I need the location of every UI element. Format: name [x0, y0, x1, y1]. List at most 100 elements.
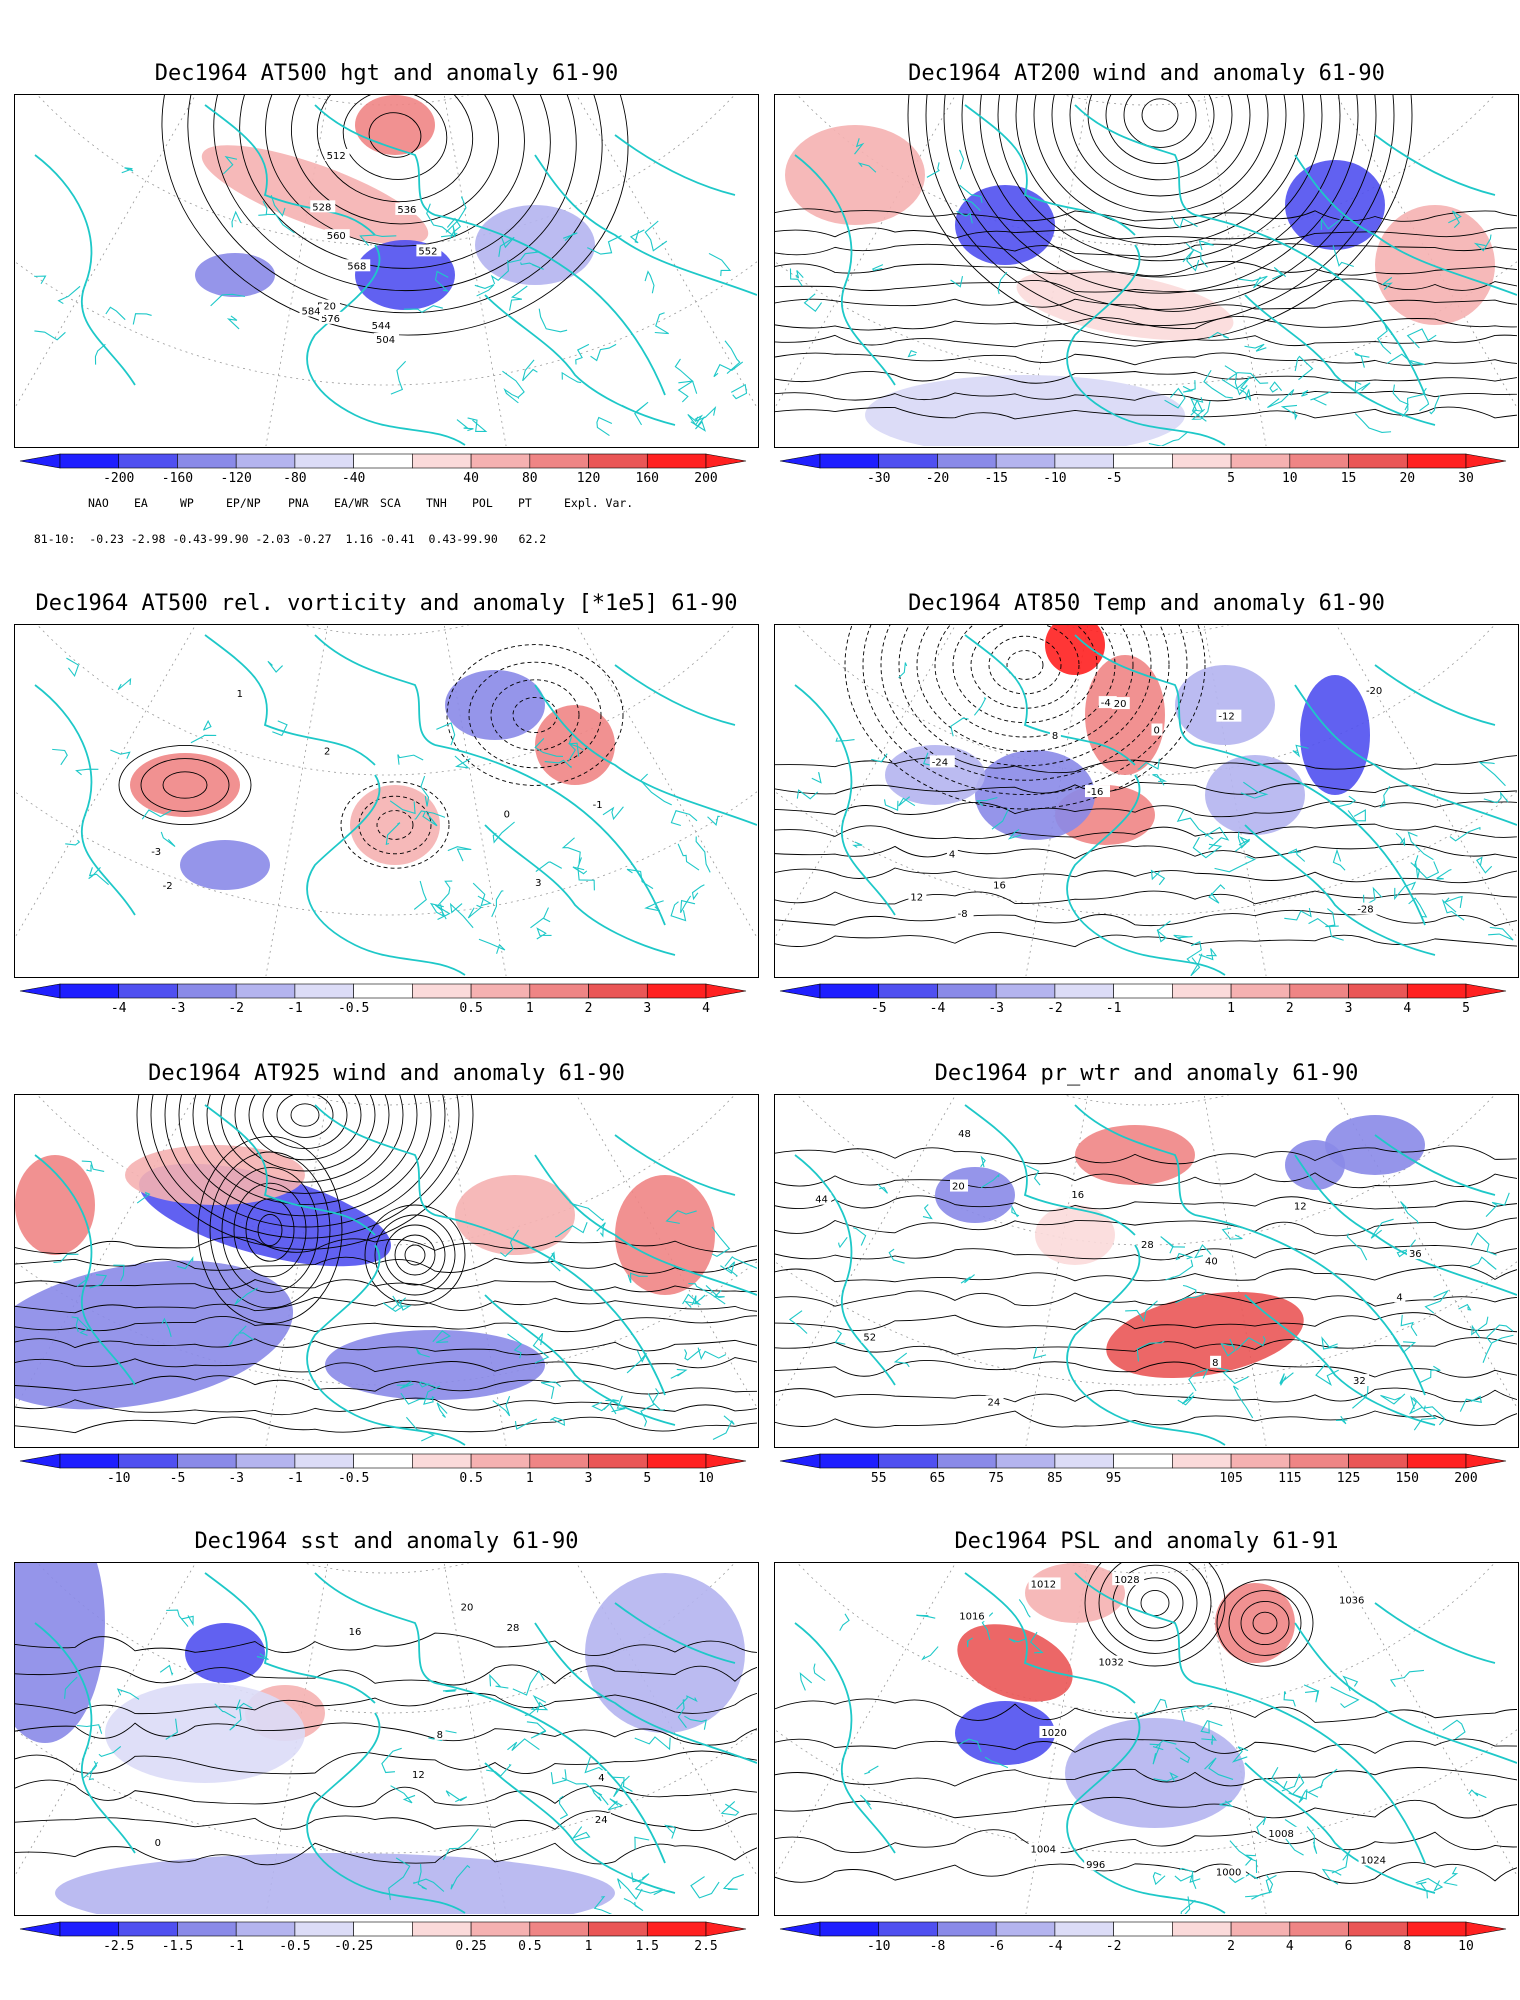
colorbar-tick-label: 4	[1403, 1001, 1411, 1016]
country-border	[1347, 809, 1366, 822]
contour-line	[384, 1224, 446, 1286]
map-psl: 996 1000 1004 1008 1012 1016 1020 1024 1028 1032 1…	[774, 1562, 1519, 1916]
contour-line	[775, 298, 1517, 312]
colorbar-wind200: -30 -20 -15 -10 -5 5 10 15 20 30	[779, 453, 1507, 486]
colorbar-segment	[235, 453, 296, 469]
latitude-gridline	[775, 791, 1517, 916]
anomaly-shading	[1300, 675, 1370, 795]
colorbar-arrow-high	[705, 1453, 747, 1469]
country-border	[1190, 953, 1203, 976]
colorbar-tick-label: -6	[988, 1939, 1004, 1954]
country-border	[1306, 1826, 1318, 1854]
country-border	[587, 235, 622, 255]
contour-line	[233, 1182, 307, 1278]
colorbar-tick-label: -200	[103, 471, 134, 486]
country-border	[1200, 1720, 1223, 1734]
contour-label-bg	[346, 1624, 365, 1637]
contour-label: -24	[932, 757, 948, 768]
colorbar-segment	[294, 1921, 354, 1937]
country-border	[568, 736, 580, 757]
anomaly-shading	[130, 753, 240, 817]
country-border	[1473, 234, 1492, 252]
country-border	[907, 350, 917, 358]
country-border	[1441, 898, 1465, 921]
colorbar-arrow-high	[705, 453, 747, 469]
country-border	[603, 1399, 620, 1411]
country-border	[1269, 381, 1283, 393]
contour-label-bg	[310, 200, 336, 213]
colorbar-tick-label: 40	[463, 471, 479, 486]
colorbar-tick-label: 150	[1396, 1471, 1419, 1486]
colorbar-segment	[177, 1921, 237, 1937]
country-border	[1415, 1877, 1444, 1892]
country-border	[89, 1274, 108, 1289]
coastline	[534, 1154, 757, 1296]
country-border	[572, 866, 588, 875]
country-border	[1449, 826, 1481, 842]
country-border	[591, 1401, 617, 1415]
colorbar-tick-label: -1	[228, 1939, 244, 1954]
contour-line	[15, 1632, 757, 1656]
colorbar-vort500: -4 -3 -2 -1 -0.5 0.5 1 2 3 4	[19, 983, 747, 1016]
contour-line	[880, 625, 1170, 781]
country-border	[1379, 785, 1391, 809]
colorbar-tick-label: 125	[1337, 1471, 1360, 1486]
contour-line	[775, 1796, 1517, 1819]
country-border	[1173, 934, 1193, 941]
contour-label: 48	[958, 1129, 971, 1140]
country-border	[65, 839, 81, 846]
colorbar-segment	[353, 1453, 413, 1469]
country-border	[803, 293, 823, 312]
colorbar-tick-label: -5	[1106, 471, 1122, 486]
latitude-gridline	[775, 1729, 1517, 1854]
contour-label: 576	[321, 314, 340, 325]
contour-label-bg	[1084, 1858, 1110, 1871]
country-border	[593, 1896, 616, 1914]
country-border	[1469, 1256, 1497, 1270]
country-border	[720, 1801, 740, 1816]
country-border	[1152, 1871, 1166, 1886]
colorbar-segment	[995, 983, 1056, 999]
country-border	[1408, 1395, 1423, 1415]
contour-label: 1020	[1041, 1728, 1066, 1739]
colorbar-tick-label: -4	[111, 1001, 127, 1016]
country-border	[584, 1756, 603, 1774]
contour-line	[1087, 95, 1233, 181]
country-border	[730, 383, 748, 400]
colorbar-segment	[470, 983, 531, 999]
anomaly-shading	[1025, 1563, 1125, 1623]
country-border	[1478, 761, 1506, 787]
colorbar-tick-label: -5	[170, 1471, 186, 1486]
country-border	[1330, 1686, 1360, 1709]
latitude-gridline	[775, 261, 1517, 386]
country-border	[1185, 242, 1208, 268]
contour-label: 1008	[1268, 1829, 1293, 1840]
colorbar-segment	[937, 1453, 997, 1469]
country-border	[973, 697, 987, 716]
country-border	[1486, 1324, 1514, 1343]
contour-line	[245, 1198, 295, 1262]
country-border	[1395, 832, 1406, 846]
country-border	[1315, 1364, 1339, 1387]
contour-line	[775, 1244, 1517, 1261]
country-border	[1471, 1316, 1489, 1338]
coastline	[534, 684, 757, 826]
country-border	[76, 1724, 103, 1734]
country-border	[558, 1795, 569, 1820]
contour-label: 4	[949, 849, 955, 860]
contour-label-bg	[501, 807, 513, 820]
panel-title: Dec1964 AT500 hgt and anomaly 61-90	[154, 61, 619, 86]
country-border	[397, 754, 424, 765]
contour-line	[1051, 95, 1269, 213]
country-border	[1308, 917, 1344, 941]
country-border	[1325, 908, 1339, 928]
colorbar-segment	[819, 1453, 880, 1469]
coastline	[1066, 1244, 1226, 1446]
contour-label: 4	[598, 1773, 604, 1784]
colorbar-segment	[1113, 1453, 1173, 1469]
country-border	[722, 1873, 744, 1890]
contour-label: -4	[1101, 698, 1111, 709]
coastline	[434, 744, 666, 926]
country-border	[141, 809, 172, 820]
contour-line	[1033, 95, 1287, 229]
